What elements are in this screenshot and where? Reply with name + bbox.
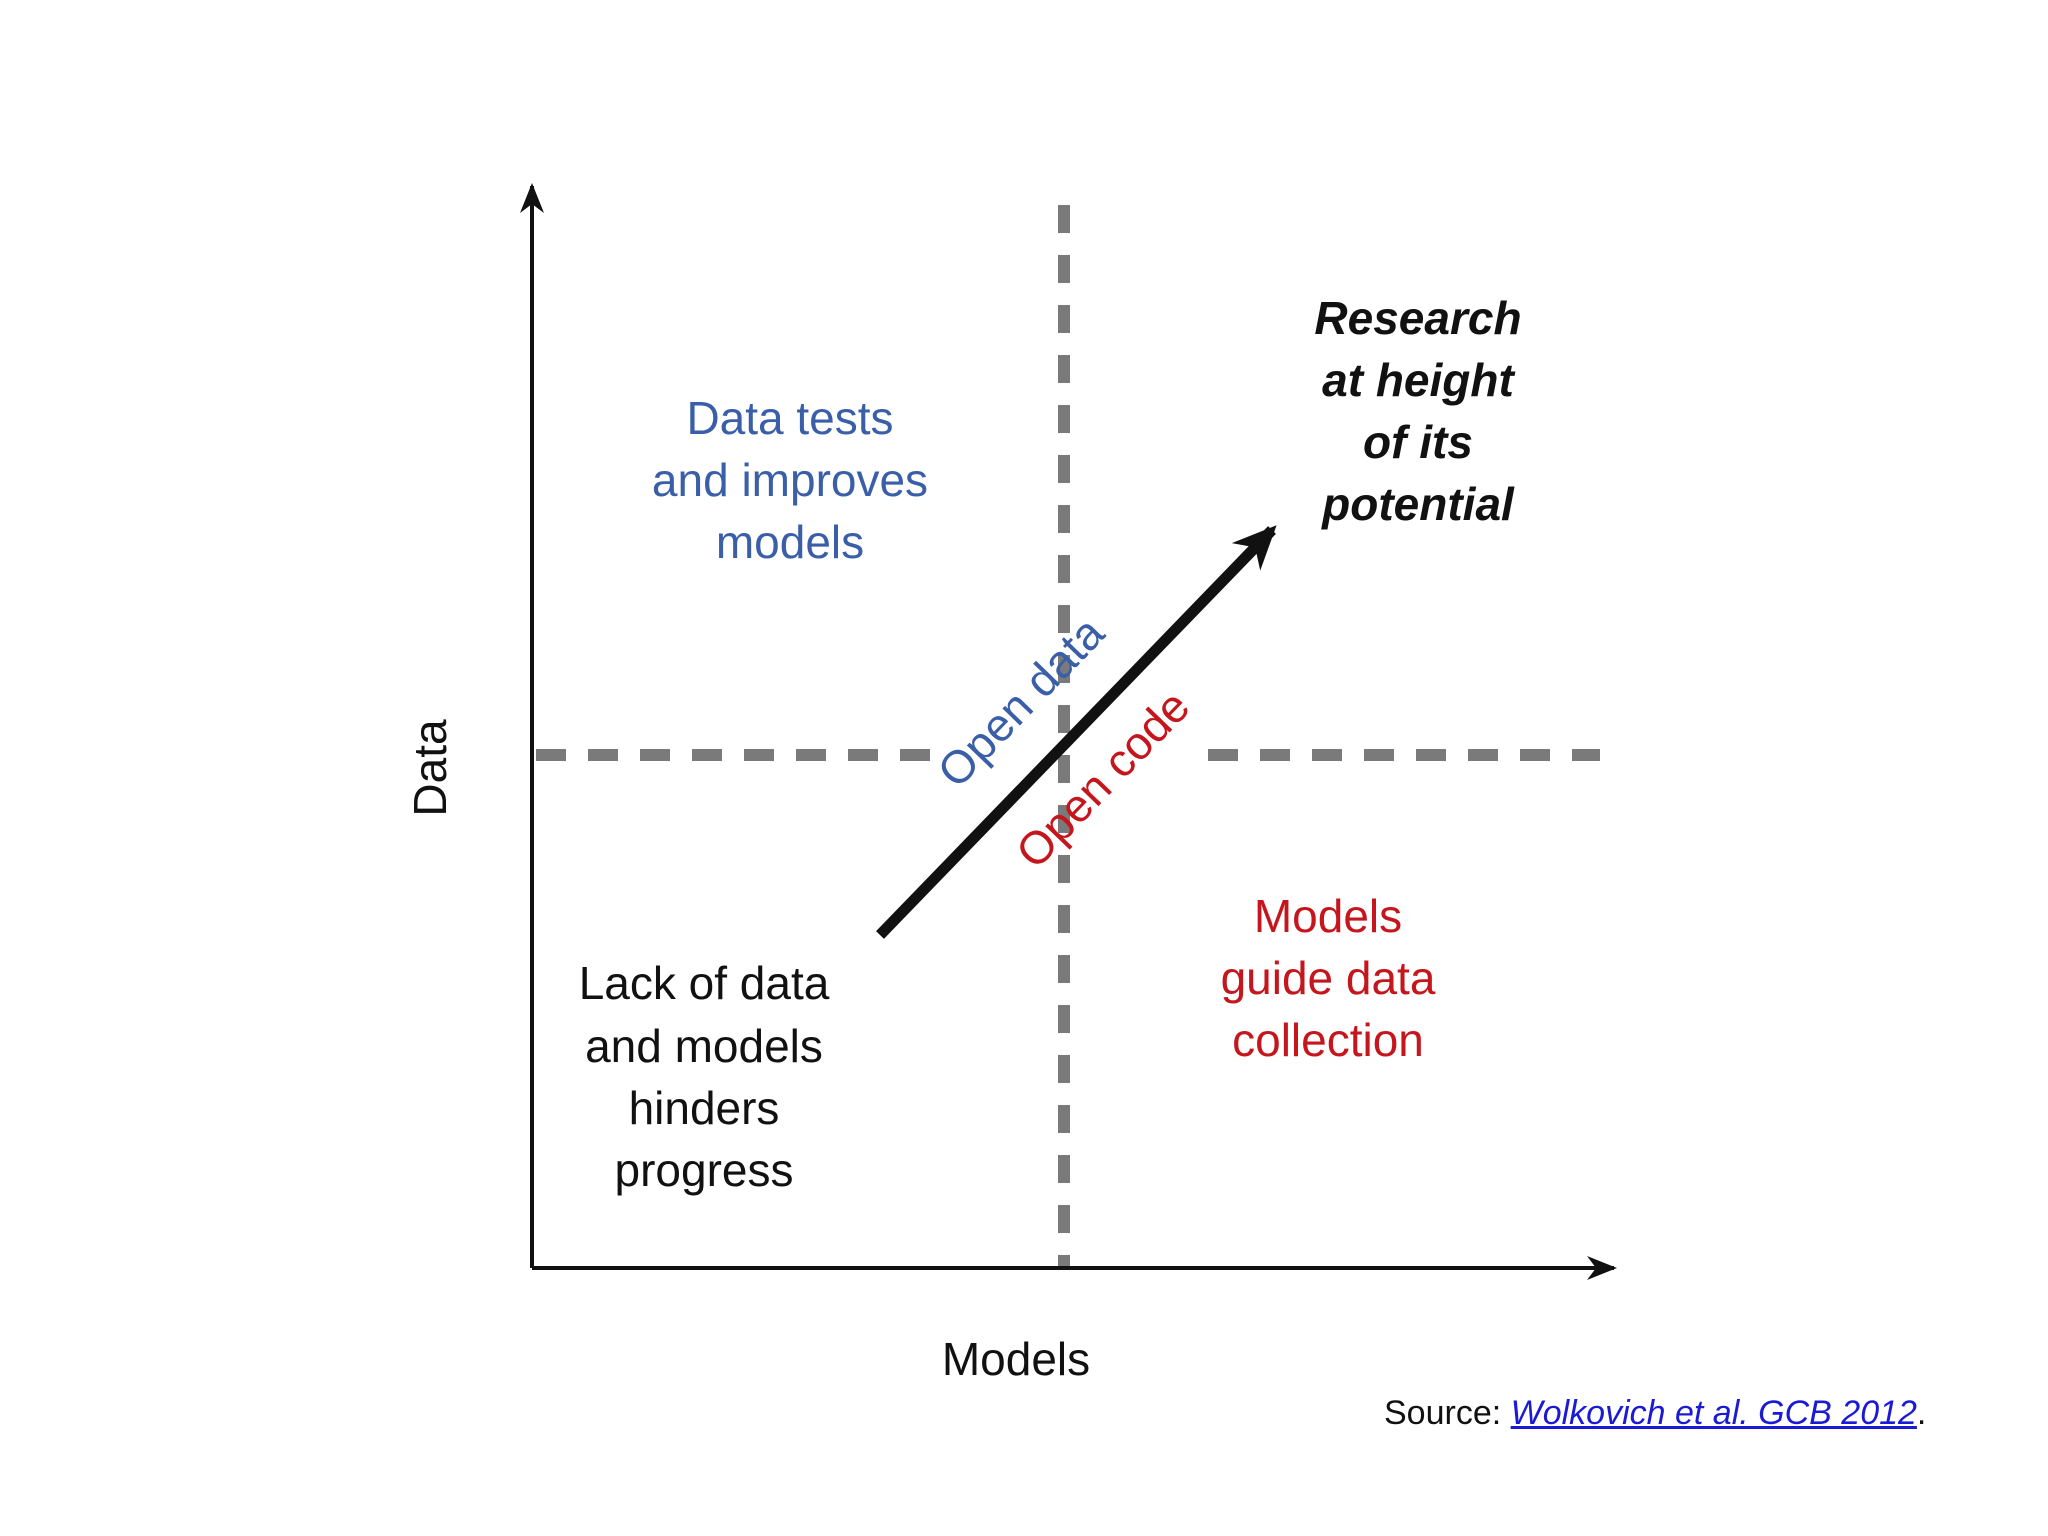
quadrant-bottom-right-line: Models: [1254, 890, 1402, 942]
source-caption: Source: Wolkovich et al. GCB 2012.: [1384, 1394, 1926, 1433]
quadrant-bottom-left-line: Lack of data: [579, 957, 830, 1009]
quadrant-top-left-line: models: [716, 516, 864, 568]
quadrant-top-left-line: Data tests: [686, 392, 893, 444]
quadrant-top-left-line: and improves: [652, 454, 928, 506]
quadrant-bottom-right-line: collection: [1232, 1014, 1424, 1066]
x-axis-label: Models: [942, 1333, 1090, 1385]
quadrant-bottom-right-text: Models guide data collection: [1221, 890, 1436, 1066]
source-caption-suffix: .: [1916, 1394, 1927, 1432]
quadrant-bottom-left-line: progress: [615, 1144, 794, 1196]
quadrant-top-right-text: Research at height of its potential: [1314, 292, 1521, 530]
quadrant-top-right-line: of its: [1363, 416, 1473, 468]
quadrant-bottom-right-line: guide data: [1221, 952, 1436, 1004]
quadrant-bottom-left-line: hinders: [629, 1082, 780, 1134]
quadrant-top-right-line: at height: [1322, 354, 1515, 406]
quadrant-bottom-left-line: and models: [585, 1020, 823, 1072]
quadrant-bottom-left-text: Lack of data and models hinders progress: [579, 957, 830, 1196]
progress-arrow: [876, 525, 1277, 939]
source-caption-prefix: Source:: [1384, 1394, 1511, 1432]
quadrant-top-right-line: Research: [1314, 292, 1521, 344]
source-citation-link[interactable]: Wolkovich et al. GCB 2012: [1510, 1394, 1917, 1432]
y-axis-label: Data: [404, 719, 456, 817]
quadrant-top-right-line: potential: [1320, 478, 1515, 530]
quadrant-top-left-text: Data tests and improves models: [652, 392, 928, 568]
